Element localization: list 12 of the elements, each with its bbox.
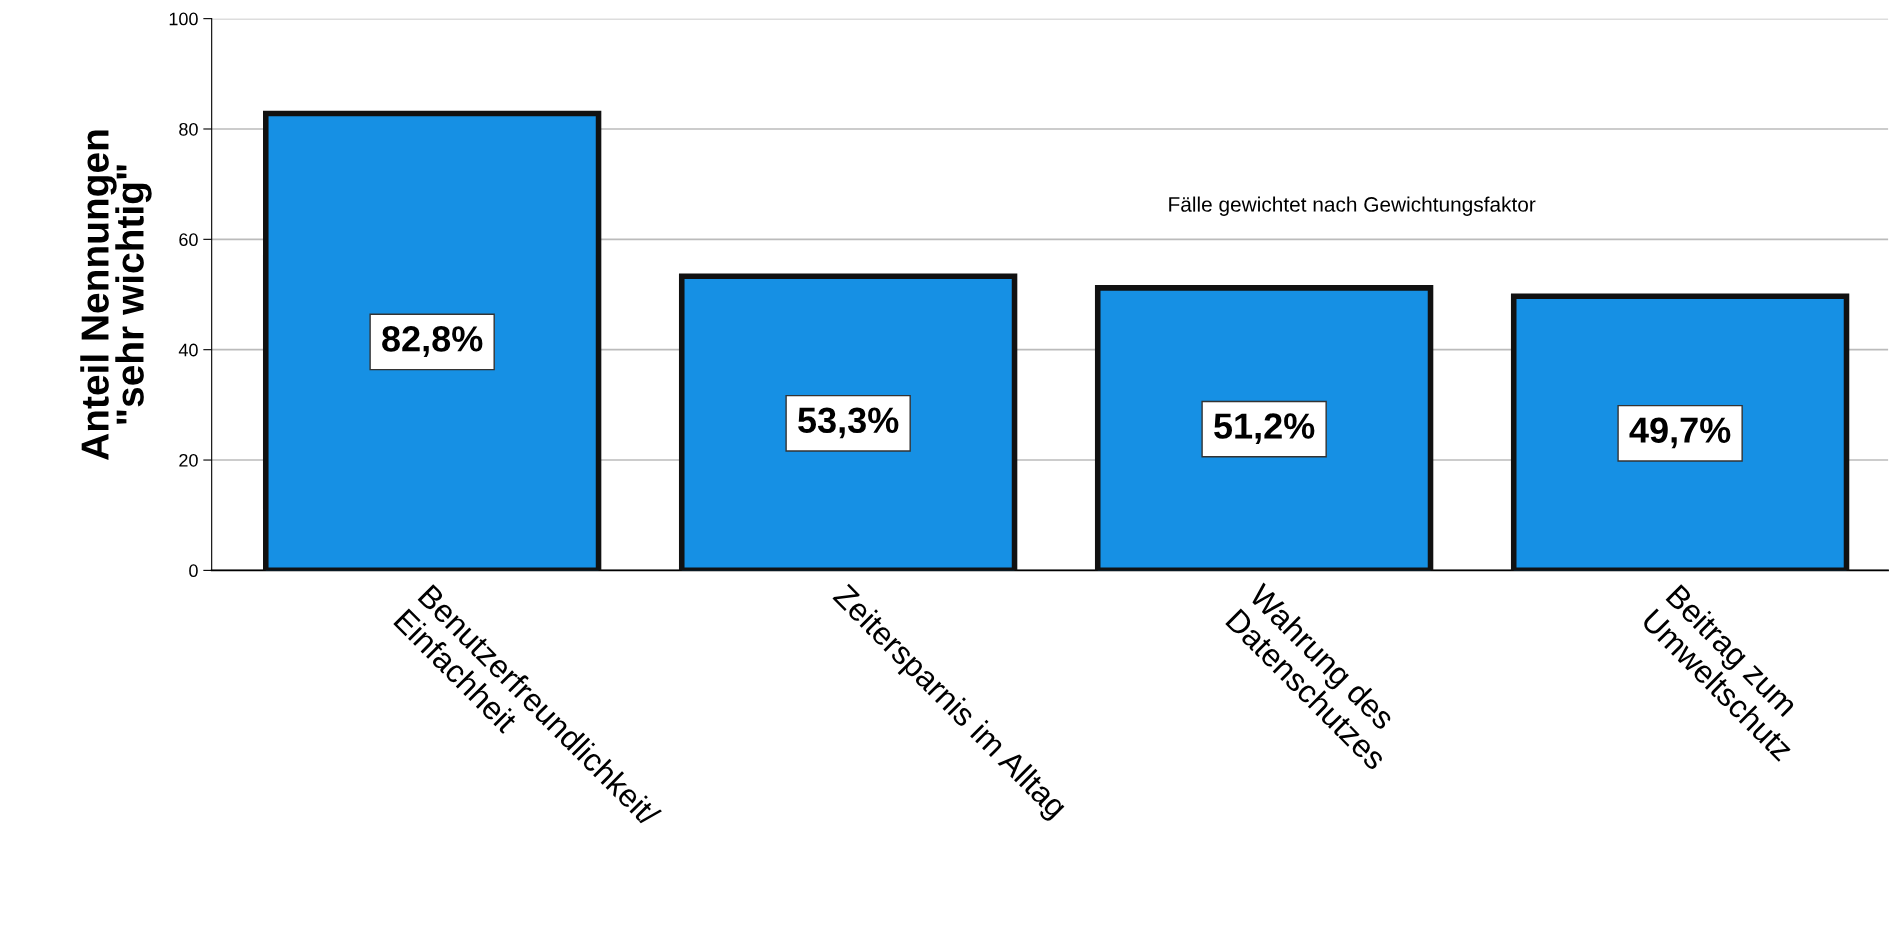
y-tick-label: 0: [189, 564, 198, 578]
annotation: Fälle gewichtet nach Gewichtungsfaktor: [1169, 196, 1536, 216]
y-axis-title: Anteil Nennungen "sehr wichtig": [80, 130, 152, 460]
y-tick-label: 100: [169, 12, 198, 26]
data-label: 53,3%: [798, 407, 899, 439]
y-tick-label: 80: [179, 122, 198, 136]
y-tick-label: 20: [179, 453, 198, 467]
y-tick-label: 60: [179, 233, 198, 247]
data-label: 51,2%: [1214, 413, 1315, 445]
data-label: 82,8%: [382, 326, 483, 357]
data-label: 49,7%: [1629, 417, 1731, 449]
y-tick-label: 40: [178, 343, 198, 357]
